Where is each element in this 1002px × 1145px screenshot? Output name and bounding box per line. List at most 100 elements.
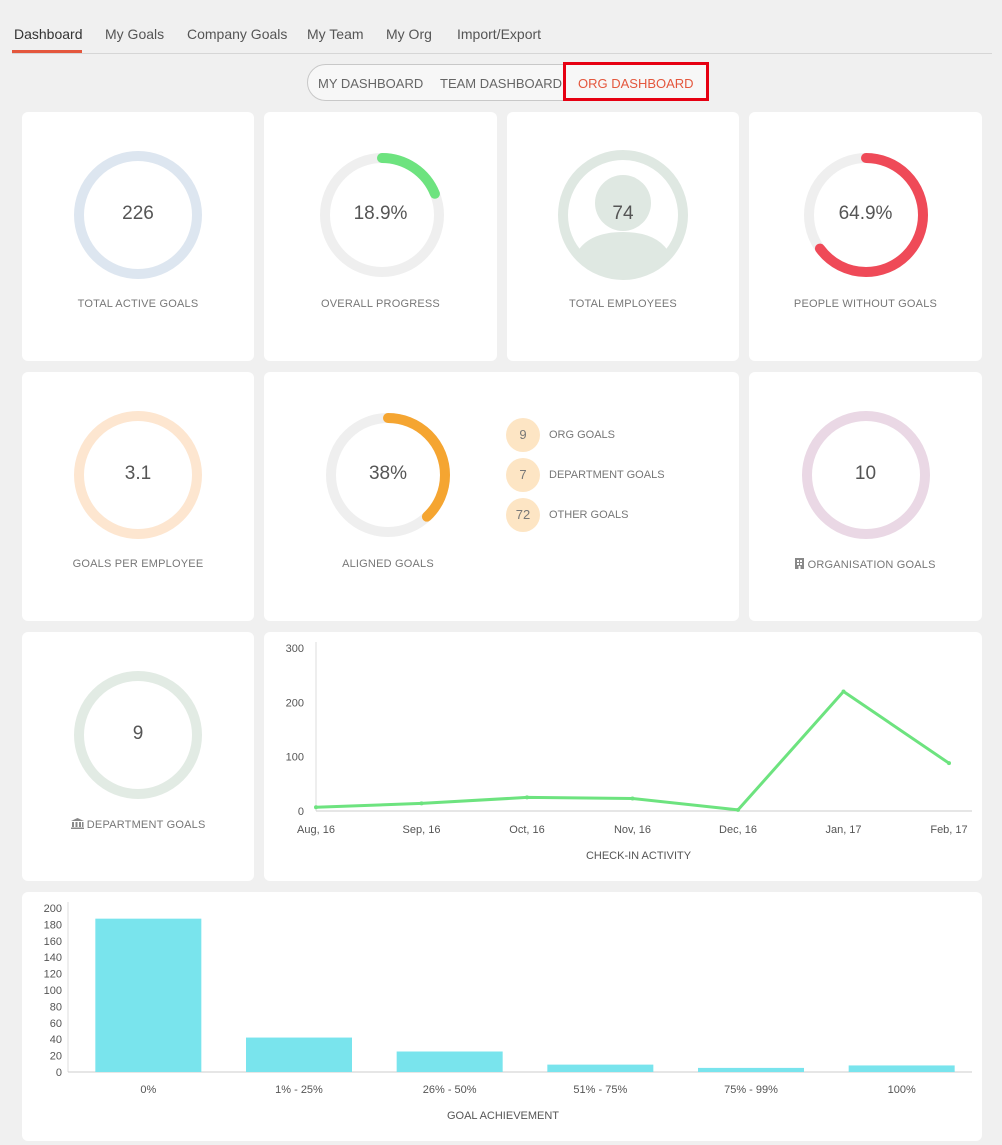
x-tick-label: Aug, 16 [297, 824, 335, 836]
org-dashboard-button[interactable]: ORG DASHBOARD [563, 62, 709, 101]
total-active-goals-ring [74, 151, 202, 279]
y-tick-label: 120 [44, 969, 62, 981]
overall-progress-card[interactable]: 18.9% OVERALL PROGRESS [264, 112, 497, 361]
aligned-goals-ring [326, 413, 450, 537]
other-goals-count: 72 [506, 498, 540, 532]
bar [396, 1051, 503, 1072]
aligned-goals-card[interactable]: 38% ALIGNED GOALS 9 ORG GOALS 7 DEPARTME… [264, 372, 739, 621]
x-tick-label: 51% - 75% [573, 1084, 627, 1096]
people-without-goals-label: PEOPLE WITHOUT GOALS [793, 298, 938, 310]
y-tick-label: 100 [286, 752, 304, 764]
total-employees-value: 74 [612, 203, 634, 224]
y-tick-label: 200 [44, 903, 62, 915]
department-goals-ring [74, 671, 202, 799]
data-point [419, 801, 424, 806]
x-tick-label: 1% - 25% [275, 1084, 323, 1096]
organisation-goals-label: ORGANISATION GOALS [807, 559, 936, 571]
active-tab-indicator [12, 50, 82, 53]
tab-my-org[interactable]: My Org [386, 26, 432, 42]
y-tick-label: 80 [50, 1001, 62, 1013]
department-goals-label: DEPARTMENT GOALS [86, 819, 206, 831]
y-tick-label: 200 [286, 697, 304, 709]
total-employees-card[interactable]: 74 TOTAL EMPLOYEES [507, 112, 739, 361]
tab-import-export[interactable]: Import/Export [457, 26, 542, 42]
x-tick-label: 0% [140, 1084, 156, 1096]
people-without-goals-arc [804, 153, 928, 277]
total-active-goals-card[interactable]: 226 TOTAL ACTIVE GOALS [22, 112, 254, 361]
goals-per-employee-ring [74, 411, 202, 539]
org-dashboard-label: ORG DASHBOARD [578, 76, 694, 91]
data-point [314, 805, 318, 810]
organisation-goals-card[interactable]: 10 ORGANISATION GOALS [749, 372, 982, 621]
org-goals-label: ORG GOALS [549, 429, 616, 441]
people-without-goals-ring [804, 153, 928, 277]
department-goals-value: 9 [132, 723, 144, 744]
bank-icon [70, 818, 84, 829]
tab-dashboard[interactable]: Dashboard [14, 26, 83, 42]
x-tick-label: Jan, 17 [825, 824, 861, 836]
tab-my-goals[interactable]: My Goals [105, 26, 165, 42]
x-tick-label: 100% [888, 1084, 916, 1096]
x-tick-label: Oct, 16 [509, 824, 544, 836]
data-point [947, 761, 951, 766]
x-axis-title: GOAL ACHIEVEMENT [447, 1110, 559, 1122]
goals-per-employee-value: 3.1 [124, 463, 152, 484]
org-goals-count: 9 [506, 418, 540, 452]
x-axis-title: CHECK-IN ACTIVITY [586, 850, 692, 862]
y-tick-label: 180 [44, 919, 62, 931]
goals-per-employee-label: GOALS PER EMPLOYEE [72, 558, 204, 570]
x-tick-label: 75% - 99% [724, 1084, 778, 1096]
total-employees-label: TOTAL EMPLOYEES [569, 298, 677, 310]
total-active-goals-value: 226 [122, 203, 154, 224]
organisation-goals-ring [802, 411, 930, 539]
aligned-goals-label: ALIGNED GOALS [342, 558, 434, 570]
data-point [630, 796, 635, 801]
department-goals-label-row: DEPARTMENT GOALS [22, 818, 254, 831]
employee-avatar-icon [558, 150, 688, 280]
overall-progress-value: 18.9% [353, 203, 408, 224]
bar [246, 1037, 352, 1072]
people-without-goals-value: 64.9% [838, 203, 893, 224]
x-tick-label: Feb, 17 [930, 824, 967, 836]
data-point [525, 795, 529, 800]
check-in-series-line [315, 689, 950, 812]
department-goals-card[interactable]: 9 DEPARTMENT GOALS [22, 632, 254, 881]
goals-per-employee-card[interactable]: 3.1 GOALS PER EMPLOYEE [22, 372, 254, 621]
x-tick-label: Sep, 16 [403, 824, 441, 836]
bar [698, 1067, 804, 1072]
y-tick-label: 160 [44, 936, 62, 948]
goal-achievement-chart: 0 20 40 60 80 100 120 140 160 180 200 0% 1% - 25% 26%… [44, 902, 972, 1122]
check-in-activity-card[interactable]: 0 100 200 300 Aug, 16 Sep, 16 Oct, 16 Nov, 16 De… [264, 632, 982, 881]
bar [95, 918, 202, 1072]
team-dashboard-button[interactable]: TEAM DASHBOARD [440, 76, 563, 91]
data-point [736, 807, 740, 812]
x-tick-label: 26% - 50% [423, 1084, 477, 1096]
department-goals-count: 7 [506, 458, 540, 492]
aligned-goals-arc [326, 413, 450, 537]
top-nav: Dashboard My Goals Company Goals My Team… [12, 0, 992, 54]
goal-achievement-card[interactable]: 0 20 40 60 80 100 120 140 160 180 200 0% 1% - 25% 26%… [22, 892, 982, 1141]
x-tick-label: Nov, 16 [614, 824, 651, 836]
data-point [841, 689, 846, 694]
tab-company-goals[interactable]: Company Goals [187, 26, 288, 42]
bar [848, 1065, 955, 1072]
y-tick-label: 60 [50, 1018, 62, 1030]
y-tick-label: 300 [286, 643, 304, 655]
y-tick-label: 0 [56, 1067, 62, 1079]
overall-progress-ring [320, 153, 444, 277]
overall-progress-label: OVERALL PROGRESS [321, 298, 440, 310]
overall-progress-arc [320, 153, 444, 277]
x-tick-label: Dec, 16 [719, 824, 757, 836]
people-without-goals-card[interactable]: 64.9% PEOPLE WITHOUT GOALS [749, 112, 982, 361]
other-goals-label: OTHER GOALS [549, 509, 629, 521]
tab-my-team[interactable]: My Team [307, 26, 364, 42]
total-active-goals-label: TOTAL ACTIVE GOALS [77, 298, 199, 310]
aligned-goals-value: 38% [368, 463, 408, 484]
y-tick-label: 20 [50, 1051, 62, 1063]
check-in-activity-chart: 0 100 200 300 Aug, 16 Sep, 16 Oct, 16 Nov, 16 De… [286, 642, 972, 862]
my-dashboard-button[interactable]: MY DASHBOARD [318, 76, 424, 91]
y-tick-label: 40 [50, 1034, 62, 1046]
department-goals-legend-label: DEPARTMENT GOALS [549, 469, 665, 481]
y-tick-label: 0 [298, 806, 304, 818]
organisation-goals-label-row: ORGANISATION GOALS [749, 558, 982, 571]
